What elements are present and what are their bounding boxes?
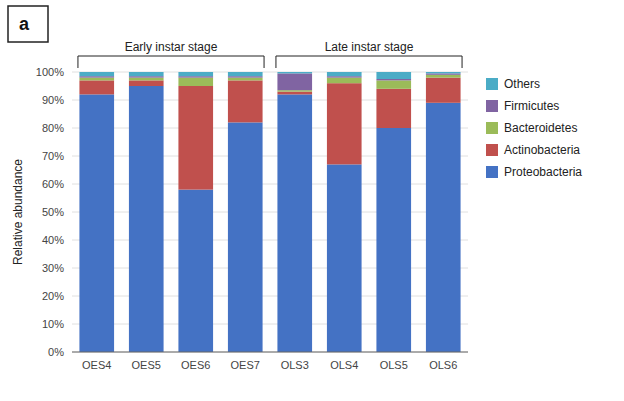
y-tick-label: 60% [42, 178, 64, 190]
y-tick-label: 50% [42, 206, 64, 218]
bar-segment [426, 73, 461, 74]
bar-segment [376, 72, 411, 79]
bar-segment [129, 76, 164, 77]
bar-segment [327, 76, 362, 77]
legend-label: Actinobacteria [504, 143, 580, 157]
bar-segment [178, 76, 213, 77]
y-tick-label: 80% [42, 122, 64, 134]
y-tick-label: 90% [42, 94, 64, 106]
legend-swatch [486, 122, 498, 134]
panel-label: a [19, 14, 30, 34]
legend-label: Others [504, 77, 540, 91]
bar-segment [129, 86, 164, 352]
bar-segment [277, 73, 312, 90]
y-tick-label: 40% [42, 234, 64, 246]
bar-segment [327, 83, 362, 164]
chart: 0% 10% 20% 30% 40% 50% 60% 70% 80% 90% 100% OES4 OES… [0, 0, 624, 401]
grid-line [72, 352, 468, 353]
bar-segment [178, 72, 213, 76]
legend-swatch [486, 100, 498, 112]
y-axis-label: Relative abundance [11, 159, 25, 265]
bar-segment [327, 164, 362, 352]
bracket [78, 56, 264, 68]
grid [72, 72, 468, 352]
bar-segment [129, 72, 164, 76]
bar-segment [376, 80, 411, 88]
x-tick-label: OLS6 [429, 359, 457, 371]
legend-label: Firmicutes [504, 99, 559, 113]
x-tick-label: OES6 [181, 359, 210, 371]
bars [79, 72, 460, 352]
bracket-label: Late instar stage [325, 40, 414, 54]
legend-swatch [486, 78, 498, 90]
bar-segment [426, 75, 461, 78]
legend: Others Firmicutes Bacteroidetes Actinobacte… [486, 77, 582, 179]
x-axis [72, 352, 468, 353]
legend-swatch [486, 166, 498, 178]
bar-segment [277, 90, 312, 91]
y-tick-label: 20% [42, 290, 64, 302]
bar-segment [129, 80, 164, 86]
y-tick-label: 0% [48, 346, 64, 358]
y-tick-label: 100% [36, 66, 64, 78]
bar-segment [79, 78, 114, 81]
x-tick-label: OLS3 [281, 359, 309, 371]
panel-box [8, 6, 48, 42]
legend-swatch [486, 144, 498, 156]
x-tick-label: OLS4 [330, 359, 358, 371]
bar-segment [426, 78, 461, 103]
y-tick-label: 70% [42, 150, 64, 162]
x-tick-label: OES4 [82, 359, 111, 371]
bracket-label: Early instar stage [125, 40, 218, 54]
y-tick-label: 10% [42, 318, 64, 330]
x-tick-label: OES7 [231, 359, 260, 371]
bar-segment [277, 94, 312, 352]
bar-segment [228, 80, 263, 122]
bar-segment [178, 78, 213, 86]
bracket [276, 56, 462, 68]
bar-segment [376, 89, 411, 128]
bar-segment [228, 78, 263, 81]
bar-segment [376, 128, 411, 352]
bar-segment [79, 72, 114, 76]
bar-segment [426, 103, 461, 352]
bar-segment [376, 79, 411, 80]
y-tick-label: 30% [42, 262, 64, 274]
bar-segment [79, 94, 114, 352]
legend-label: Bacteroidetes [504, 121, 577, 135]
legend-label: Proteobacteria [504, 165, 582, 179]
bar-segment [178, 86, 213, 190]
bar-segment [426, 72, 461, 73]
bar-segment [79, 80, 114, 94]
bar-segment [327, 72, 362, 76]
bar-segment [228, 122, 263, 352]
bar-segment [228, 72, 263, 76]
bar-segment [178, 190, 213, 352]
bar-segment [277, 92, 312, 95]
bar-segment [277, 72, 312, 73]
bracket-line [276, 56, 462, 68]
bracket-line [78, 56, 264, 68]
bar-segment [129, 78, 164, 81]
bar-segment [327, 78, 362, 84]
bar-segment [228, 76, 263, 77]
bar-segment [79, 76, 114, 77]
x-tick-label: OES5 [132, 359, 161, 371]
x-tick-label: OLS5 [380, 359, 408, 371]
